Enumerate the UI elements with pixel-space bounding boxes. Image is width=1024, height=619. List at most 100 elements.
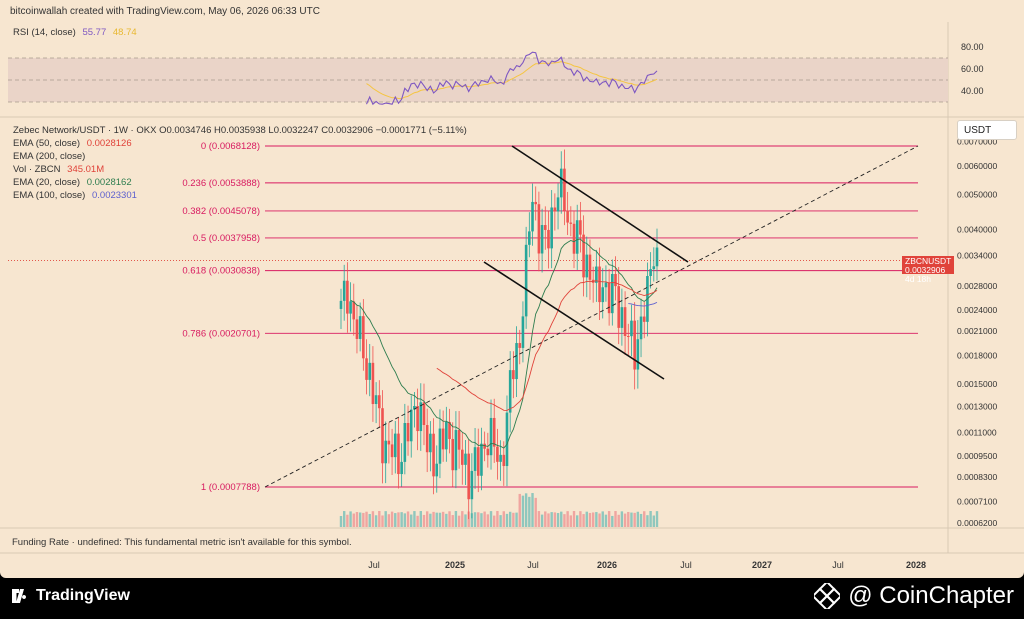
candle-body (633, 320, 636, 370)
candle-body (416, 406, 419, 432)
volume-bar (454, 511, 458, 527)
candle-body (435, 463, 439, 477)
footer: TradingView @ CoinChapter (0, 578, 1024, 619)
legend-ema100-value: 0.0023301 (91, 190, 137, 201)
candle-body (579, 220, 582, 235)
symbol-line: Zebec Network/USDT · 1W · OKX (13, 125, 157, 136)
volume-bar (489, 511, 493, 527)
candle-body (352, 301, 356, 320)
candle-body (537, 204, 541, 254)
price-tick-label: 0.0018000 (957, 350, 997, 360)
volume-bar (643, 511, 646, 527)
volume-bar (464, 514, 467, 527)
price-tick-label: 0.0009500 (957, 451, 997, 461)
candle-body (515, 343, 518, 380)
candle-body (614, 273, 617, 287)
volume-bar (556, 513, 560, 527)
volume-bar (649, 511, 652, 527)
currency-selector[interactable]: USDT (957, 120, 1017, 140)
volume-bar (486, 514, 490, 527)
candle-body (540, 225, 544, 254)
candle-body (480, 443, 483, 476)
candle-body (483, 443, 486, 449)
candle-body (413, 406, 416, 410)
volume-bar (547, 513, 550, 527)
candle-body (355, 319, 359, 339)
rsi-legend: RSI (14, close) 55.77 48.74 (13, 27, 137, 38)
candle-body (623, 307, 627, 336)
candle-body (400, 461, 403, 475)
volume-bar (646, 515, 649, 527)
price-tick-label: 0.0040000 (957, 225, 997, 235)
candle-body (429, 433, 432, 453)
volume-bar (579, 511, 582, 527)
volume-bar (438, 512, 442, 527)
volume-bar (352, 513, 355, 527)
candle-body (601, 287, 605, 303)
candle-body (563, 168, 566, 211)
volume-bar (524, 493, 528, 527)
volume-bar (518, 493, 521, 527)
candle-body (397, 433, 400, 475)
volume-bar (413, 511, 416, 527)
price-tick-label: 0.0007100 (957, 497, 997, 507)
volume-bar (607, 511, 611, 527)
volume-bar (435, 512, 438, 527)
volume-bar (397, 512, 400, 527)
candle-body (518, 343, 522, 348)
candle-body (611, 273, 614, 314)
volume-bar (585, 511, 588, 527)
volume-bar (652, 515, 656, 527)
candle-body (547, 229, 550, 249)
volume-bar (569, 515, 573, 527)
price-tick-label: 0.0070000 (957, 137, 997, 147)
volume-bar (349, 511, 352, 527)
volume-bar (432, 511, 435, 527)
fib-level-label: 0 (0.0068128) (201, 141, 260, 152)
candle-body (454, 430, 458, 471)
candle-body (378, 395, 381, 409)
rsi-ma-line (366, 61, 658, 100)
volume-bar (534, 497, 537, 527)
candle-body (432, 433, 435, 477)
volume-bar (595, 512, 598, 527)
volume-bar (425, 511, 429, 527)
fib-level-label: 0.5 (0.0037958) (193, 233, 260, 244)
candle-body (451, 438, 455, 471)
volume-bar (477, 512, 480, 527)
volume-bar (591, 512, 595, 527)
time-tick-label: Jul (832, 560, 844, 570)
fib-level-label: 0.618 (0.0030838) (182, 266, 260, 277)
candle-body (559, 168, 563, 198)
volume-bar (374, 515, 378, 527)
volume-bar (627, 511, 630, 527)
volume-bar (390, 511, 394, 527)
legend-ema100: EMA (100, close) 0.0023301 (13, 190, 137, 201)
volume-bar (451, 515, 454, 527)
price-chart[interactable]: 80.00 60.00 40.00 0.0070000 0.0060000 0.00500… (0, 0, 1024, 578)
volume-bar (588, 512, 592, 527)
volume-bar (394, 513, 397, 527)
volume-bar (358, 512, 362, 527)
candle-body (387, 440, 391, 445)
candle-body (419, 402, 423, 432)
candle-body (496, 446, 499, 462)
candle-body (604, 282, 608, 288)
candle-body (441, 428, 445, 450)
candle-body (534, 201, 538, 205)
last-price-tag: ZBCNUSDT 0.0032906 4d 18h (902, 256, 954, 284)
candle-body (569, 222, 573, 224)
volume-bar (566, 511, 569, 527)
volume-bar (378, 511, 381, 527)
candle-body (531, 201, 534, 232)
rsi-ma-value: 48.74 (112, 27, 137, 38)
volume-bar (493, 515, 496, 527)
ohlc-values: O0.0034746 H0.0035938 L0.0032247 C0.0032… (159, 125, 467, 136)
price-tick-label: 0.0050000 (957, 190, 997, 200)
volume-bar (553, 512, 557, 527)
volume-bar (422, 514, 426, 527)
price-tick-label: 0.0013000 (957, 401, 997, 411)
volume-bar (620, 511, 624, 527)
volume-bar (371, 511, 375, 527)
